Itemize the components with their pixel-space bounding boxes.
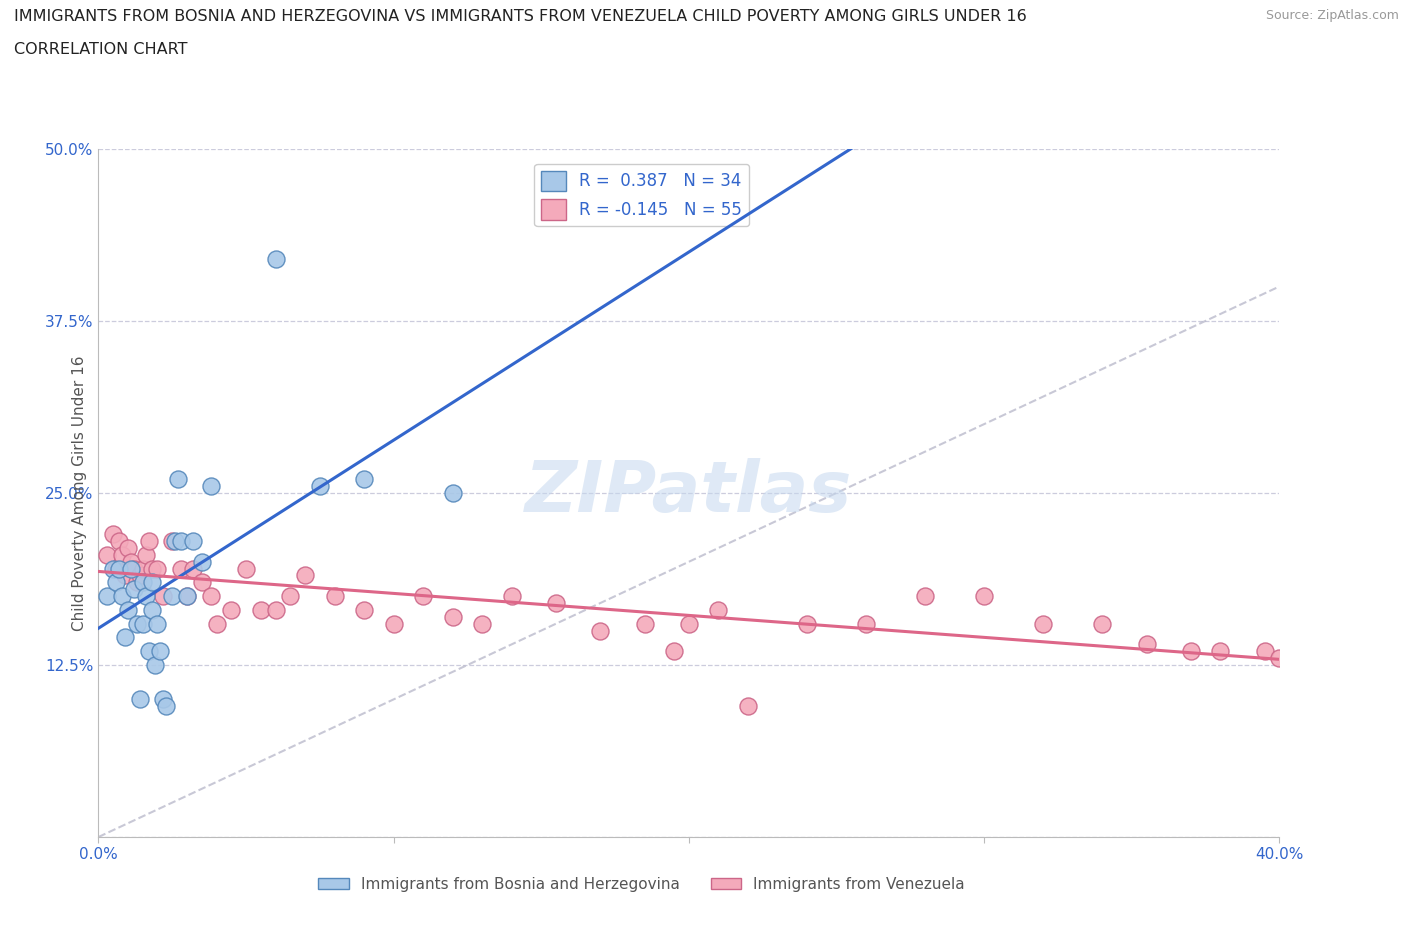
Point [546, 595, 568, 610]
Point [128, 692, 150, 707]
Point [152, 692, 174, 707]
Point [1091, 617, 1114, 631]
Point [796, 617, 818, 631]
Point [1209, 644, 1232, 658]
Point [114, 630, 136, 644]
Point [120, 554, 142, 569]
Point [103, 526, 125, 541]
Point [323, 589, 346, 604]
Point [235, 561, 257, 576]
Point [264, 603, 287, 618]
Point [170, 534, 193, 549]
Point [135, 548, 157, 563]
Point [264, 251, 287, 266]
Point [135, 589, 157, 604]
Point [191, 554, 214, 569]
Point [737, 698, 759, 713]
Point [1032, 617, 1054, 631]
Point [200, 589, 222, 604]
Point [167, 472, 190, 486]
Point [111, 548, 134, 563]
Point [250, 603, 273, 618]
Point [501, 589, 523, 604]
Point [117, 540, 139, 555]
Point [141, 603, 163, 618]
Point [125, 575, 148, 590]
Point [132, 617, 155, 631]
Point [122, 582, 145, 597]
Point [96, 548, 118, 563]
Point [382, 617, 405, 631]
Point [200, 479, 222, 494]
Point [1254, 644, 1277, 658]
Point [111, 589, 134, 604]
Point [108, 534, 131, 549]
Point [176, 589, 198, 604]
Point [132, 575, 155, 590]
Point [149, 644, 172, 658]
Point [633, 617, 655, 631]
Point [914, 589, 936, 604]
Point [678, 617, 700, 631]
Point [152, 589, 174, 604]
Point [146, 561, 169, 576]
Legend: Immigrants from Bosnia and Herzegovina, Immigrants from Venezuela: Immigrants from Bosnia and Herzegovina, … [312, 871, 972, 898]
Point [441, 485, 464, 500]
Point [855, 617, 877, 631]
Point [96, 589, 118, 604]
Point [143, 658, 166, 672]
Point [141, 575, 163, 590]
Point [103, 561, 125, 576]
Y-axis label: Child Poverty Among Girls Under 16: Child Poverty Among Girls Under 16 [72, 355, 87, 631]
Point [973, 589, 995, 604]
Point [162, 589, 183, 604]
Point [155, 698, 177, 713]
Point [278, 589, 302, 604]
Point [132, 561, 155, 576]
Point [138, 644, 160, 658]
Text: IMMIGRANTS FROM BOSNIA AND HERZEGOVINA VS IMMIGRANTS FROM VENEZUELA CHILD POVERT: IMMIGRANTS FROM BOSNIA AND HERZEGOVINA V… [14, 9, 1026, 24]
Point [664, 644, 686, 658]
Point [108, 561, 131, 576]
Point [412, 589, 434, 604]
Point [120, 561, 142, 576]
Point [122, 561, 145, 576]
Point [146, 617, 169, 631]
Text: Source: ZipAtlas.com: Source: ZipAtlas.com [1265, 9, 1399, 22]
Point [170, 561, 193, 576]
Point [138, 534, 160, 549]
Point [181, 561, 204, 576]
Point [441, 609, 464, 624]
Point [353, 603, 375, 618]
Point [128, 568, 150, 583]
Point [471, 617, 494, 631]
Point [1180, 644, 1202, 658]
Point [141, 561, 163, 576]
Point [1268, 651, 1291, 666]
Point [117, 603, 139, 618]
Text: ZIPatlas: ZIPatlas [526, 458, 852, 527]
Point [294, 568, 316, 583]
Text: CORRELATION CHART: CORRELATION CHART [14, 42, 187, 57]
Point [219, 603, 242, 618]
Point [181, 534, 204, 549]
Point [309, 479, 332, 494]
Point [205, 617, 228, 631]
Point [353, 472, 375, 486]
Point [1135, 637, 1157, 652]
Point [125, 617, 148, 631]
Point [176, 589, 198, 604]
Point [707, 603, 730, 618]
Point [165, 534, 187, 549]
Point [162, 534, 183, 549]
Point [105, 575, 128, 590]
Point [105, 561, 128, 576]
Point [589, 623, 612, 638]
Point [114, 568, 136, 583]
Point [191, 575, 214, 590]
